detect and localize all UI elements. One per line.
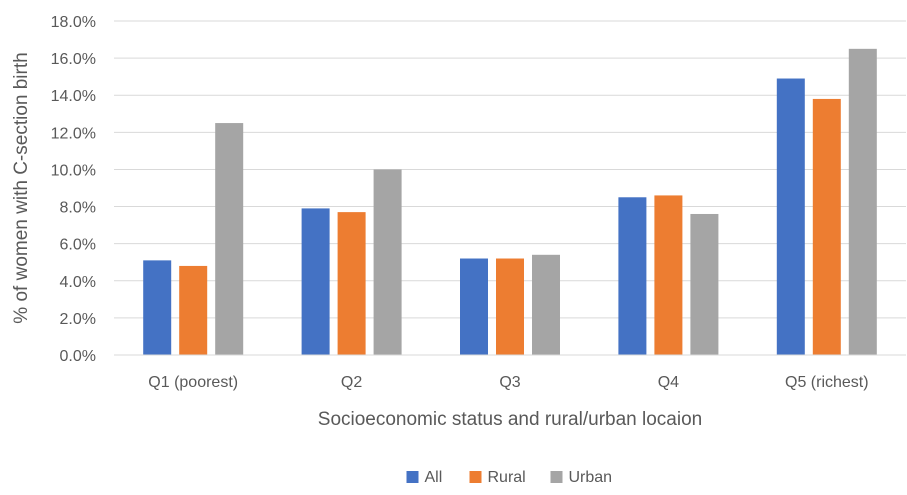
y-tick-label: 4.0% xyxy=(60,274,96,291)
x-axis-ticks: Q1 (poorest) Q2 Q3 Q4 Q5 (richest) xyxy=(148,374,868,391)
y-tick-label: 8.0% xyxy=(60,200,96,217)
bar-rural xyxy=(496,258,524,355)
y-axis-ticks: 0.0% 2.0% 4.0% 6.0% 8.0% 10.0% 12.0% 14.0% 16.0%… xyxy=(51,14,96,365)
x-tick-label: Q4 xyxy=(658,374,679,391)
bar-all xyxy=(460,258,488,355)
bar-all xyxy=(301,208,330,355)
bar-all xyxy=(776,78,805,356)
bar-rural xyxy=(337,212,366,355)
x-tick-label: Q3 xyxy=(499,374,520,391)
legend-swatch-rural xyxy=(469,471,482,483)
bar-urban xyxy=(848,48,877,355)
bar-rural xyxy=(812,98,841,355)
y-axis-title: % of women with C-section birth xyxy=(11,52,32,323)
y-tick-label: 2.0% xyxy=(60,311,96,328)
bar-urban xyxy=(532,254,560,355)
x-tick-label: Q1 (poorest) xyxy=(148,374,238,391)
bars xyxy=(143,48,877,356)
bar-rural xyxy=(654,195,683,355)
legend: All Rural Urban xyxy=(406,469,613,486)
y-tick-label: 10.0% xyxy=(51,162,96,179)
legend-label-rural: Rural xyxy=(488,469,526,486)
x-tick-label: Q5 (richest) xyxy=(785,374,869,391)
legend-swatch-all xyxy=(406,471,419,483)
bar-all xyxy=(618,197,647,355)
gridlines xyxy=(114,20,906,319)
legend-label-all: All xyxy=(425,469,443,486)
legend-label-urban: Urban xyxy=(569,469,613,486)
bar-rural xyxy=(179,265,208,355)
y-tick-label: 0.0% xyxy=(60,348,96,365)
bar-urban xyxy=(690,213,719,355)
y-tick-label: 14.0% xyxy=(51,88,96,105)
y-tick-label: 18.0% xyxy=(51,14,96,31)
x-axis-title: Socioeconomic status and rural/urban loc… xyxy=(318,409,702,430)
bar-urban xyxy=(215,123,244,355)
y-tick-label: 12.0% xyxy=(51,125,96,142)
legend-swatch-urban xyxy=(550,471,563,483)
bar-urban xyxy=(373,169,402,355)
x-tick-label: Q2 xyxy=(341,374,362,391)
y-tick-label: 16.0% xyxy=(51,51,96,68)
y-tick-label: 6.0% xyxy=(60,237,96,254)
bar-all xyxy=(143,260,172,355)
